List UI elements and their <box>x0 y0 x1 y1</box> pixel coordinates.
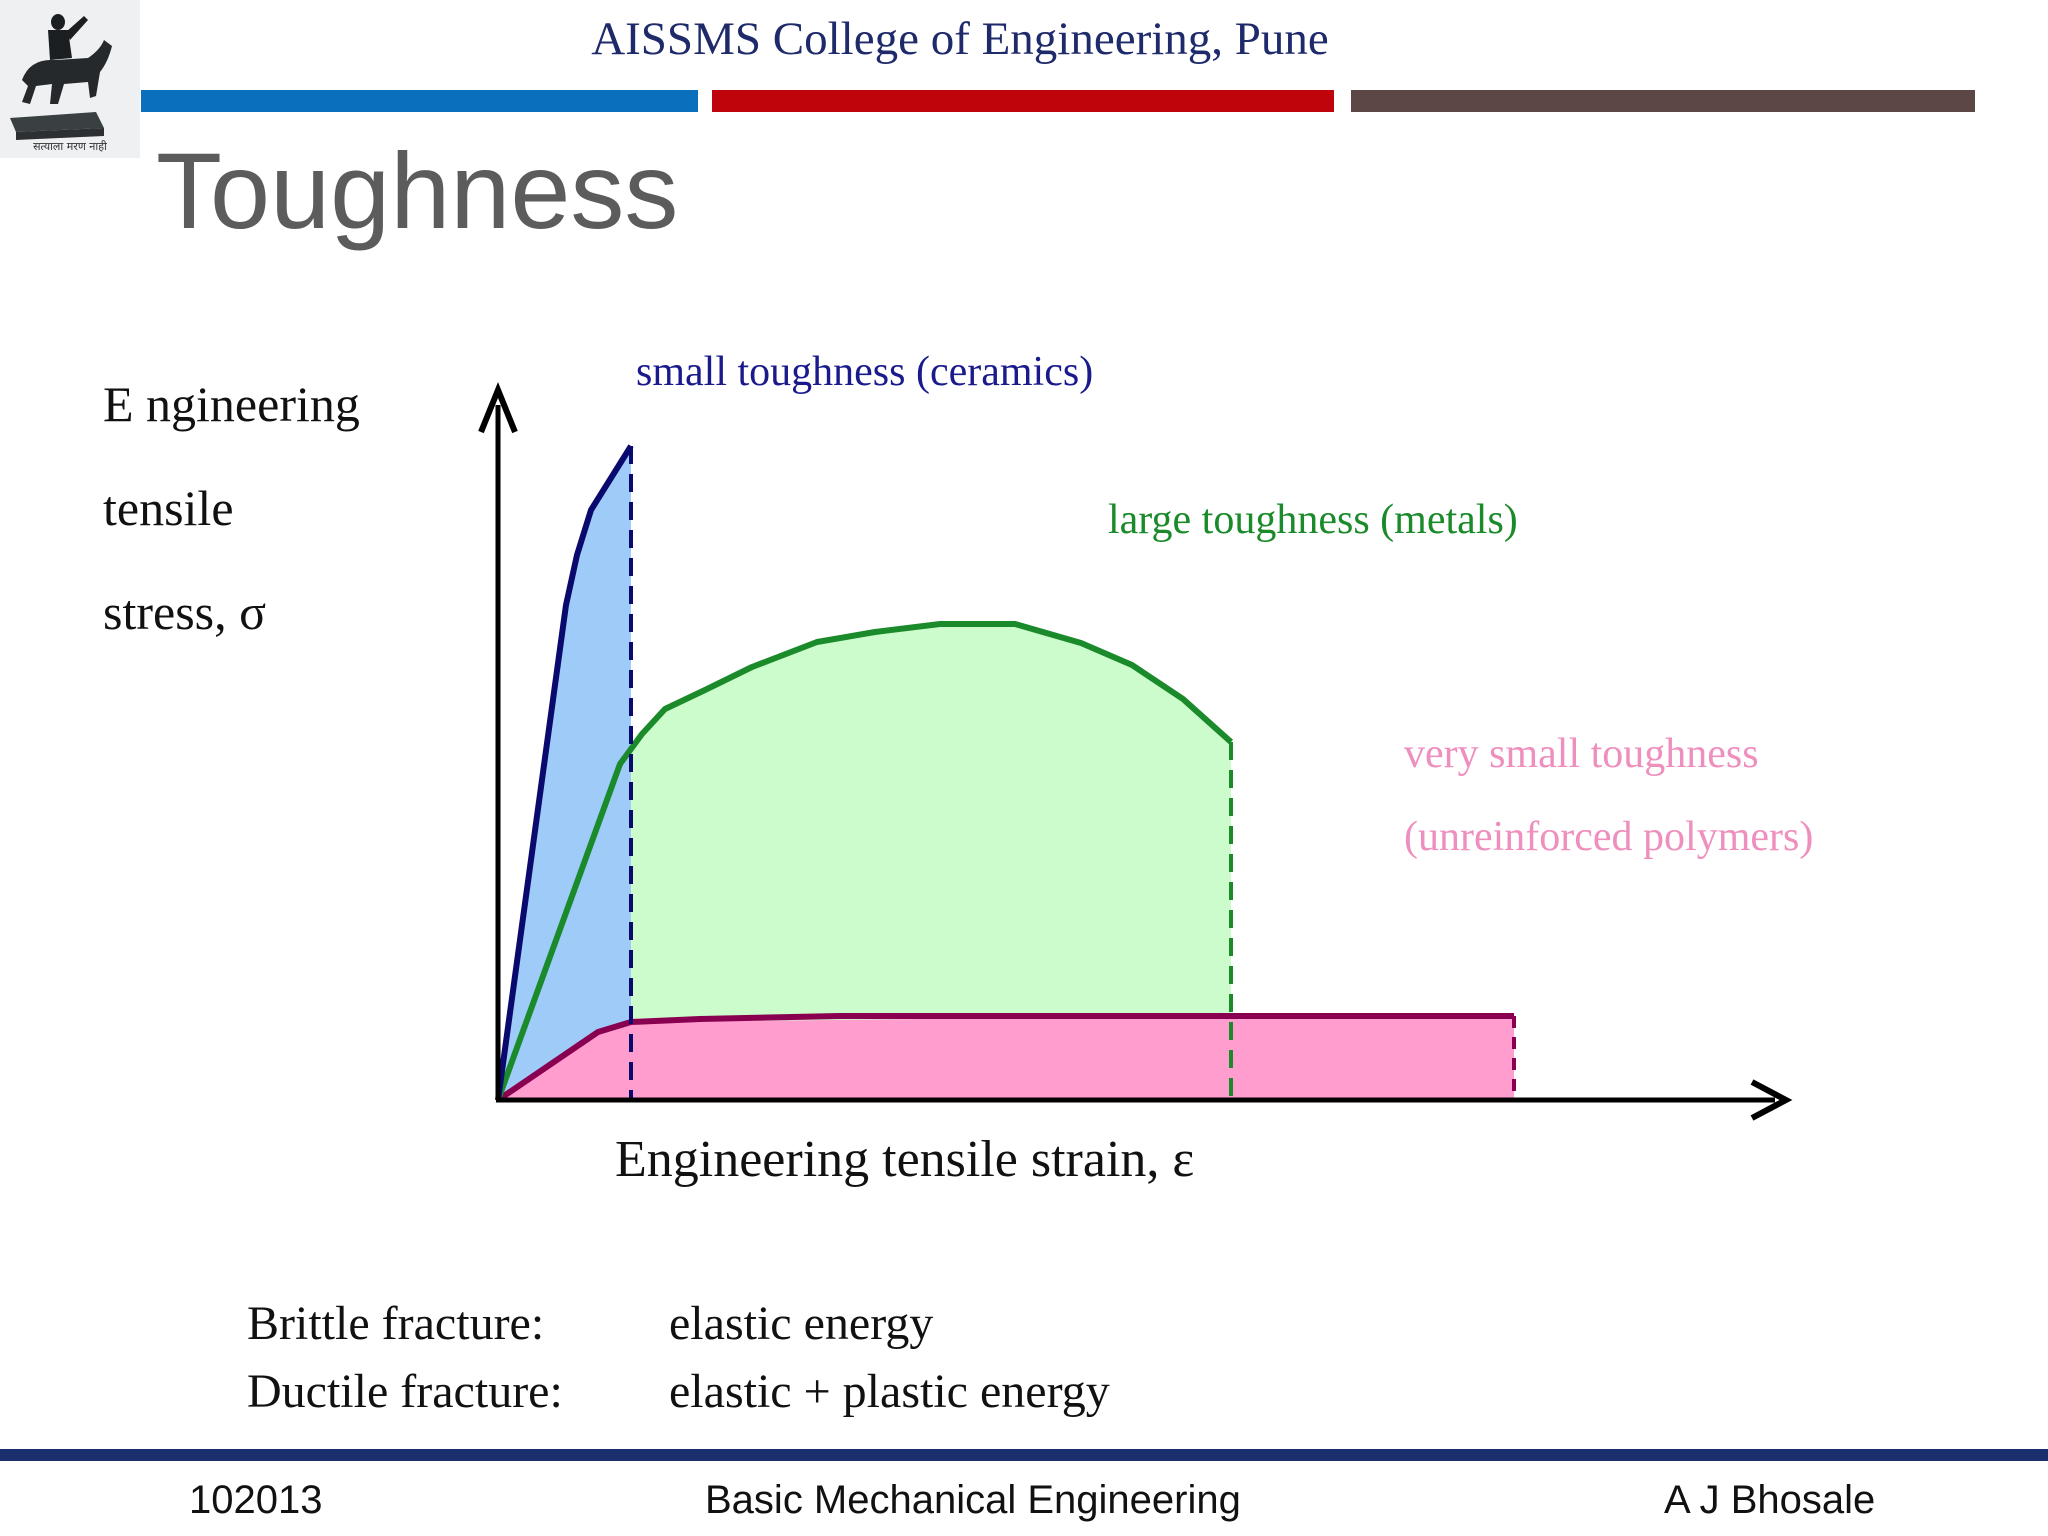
polymer-curve-label-line-2: (unreinforced polymers) <box>1404 814 1814 860</box>
footer-course-name: Basic Mechanical Engineering <box>705 1478 1241 1522</box>
x-axis-label: Engineering tensile strain, ε <box>615 1131 1195 1188</box>
college-name: AISSMS College of Engineering, Pune <box>591 13 1329 65</box>
ductile-fracture-label: Ductile fracture: <box>247 1365 563 1418</box>
polymer-curve-label-line-1: very small toughness <box>1404 731 1759 777</box>
brittle-fracture-label: Brittle fracture: <box>247 1297 545 1350</box>
polymer-area <box>498 1016 1514 1100</box>
footer-divider <box>0 1449 2048 1461</box>
y-axis-label-line-3: stress, σ <box>103 584 267 640</box>
y-axis-arrowhead <box>478 382 518 434</box>
ceramic-area <box>498 446 631 1100</box>
slide-title: Toughness <box>156 130 679 251</box>
header-bar-red <box>712 90 1334 112</box>
metal-curve <box>495 621 1234 1102</box>
header-bar-brown <box>1351 90 1975 112</box>
footer-author: A J Bhosale <box>1664 1478 1876 1522</box>
brittle-fracture-value: elastic energy <box>669 1297 934 1350</box>
header-bar-blue <box>141 90 698 112</box>
ceramic-curve-label: small toughness (ceramics) <box>636 349 1094 395</box>
metal-area <box>498 624 1231 1100</box>
y-axis-label: E ngineering tensile stress, σ <box>103 352 360 664</box>
college-logo: सत्याला मरण नाही <box>0 0 140 158</box>
footer-course-code: 102013 <box>189 1478 323 1522</box>
y-axis-label-line-1: E ngineering <box>103 376 360 432</box>
polymer-curve <box>496 1013 1514 1103</box>
y-axis-label-line-2: tensile <box>103 480 234 536</box>
x-axis-arrowhead <box>1750 1079 1793 1121</box>
ductile-fracture-value: elastic + plastic energy <box>669 1365 1110 1418</box>
horse-statue-icon: सत्याला मरण नाही <box>0 0 140 158</box>
logo-motto: सत्याला मरण नाही <box>33 140 107 153</box>
metal-curve-label: large toughness (metals) <box>1108 497 1518 543</box>
ceramic-curve <box>495 444 634 1101</box>
